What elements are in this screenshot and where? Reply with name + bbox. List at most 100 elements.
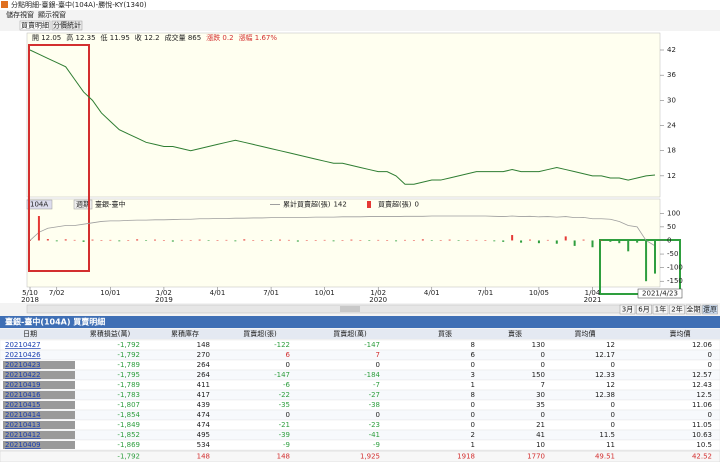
range-button[interactable] [652, 304, 669, 315]
cell: 1 [471, 381, 475, 389]
legend-value: 142 [333, 201, 346, 209]
menu-item[interactable]: 顯示視窗 [38, 10, 66, 19]
range-label[interactable]: 還原 [703, 305, 717, 314]
cell: 41 [536, 431, 545, 439]
net-bar [341, 240, 344, 241]
net-bar [386, 240, 389, 241]
net-bar [127, 240, 130, 241]
price-line [29, 49, 656, 185]
date-link[interactable]: 20210426 [5, 351, 41, 359]
date-link[interactable]: 20210416 [5, 391, 41, 399]
range-button[interactable] [669, 304, 685, 315]
date-link[interactable]: 20210413 [5, 421, 41, 429]
cell: -21 [279, 421, 290, 429]
cell: 0 [541, 351, 545, 359]
broker-code[interactable]: 104A [30, 201, 48, 209]
table-title-bar [0, 316, 720, 328]
x-year-label: 2018 [21, 296, 39, 304]
period-button[interactable] [73, 199, 93, 210]
date-link[interactable]: 20210427 [5, 341, 41, 349]
net-bar [564, 236, 567, 241]
date-cell-bg [3, 361, 75, 369]
net-bar [118, 240, 121, 242]
date-link[interactable]: 20210423 [5, 361, 41, 369]
tab-active[interactable] [19, 20, 51, 31]
tab[interactable] [51, 20, 83, 31]
x-tick-label: 1/02 [370, 289, 386, 297]
x-tick-label: 7/02 [49, 289, 65, 297]
range-label[interactable]: 3月 [622, 306, 633, 314]
cell: 417 [197, 391, 210, 399]
cell: 0 [286, 361, 290, 369]
net-bar [332, 240, 335, 242]
cell: 12 [606, 341, 615, 349]
cell: -147 [364, 341, 380, 349]
range-button[interactable] [636, 304, 652, 315]
cell: 0 [376, 411, 380, 419]
scroll-thumb[interactable] [340, 306, 360, 312]
x-tick-label: 10/05 [529, 289, 549, 297]
net-bar [368, 240, 371, 242]
x-year-label: 2019 [155, 296, 173, 304]
cumulative-line [29, 215, 656, 247]
tab-label[interactable]: 買賣明細 [21, 21, 49, 30]
date-link[interactable]: 20210412 [5, 431, 41, 439]
date-link[interactable]: 20210415 [5, 401, 41, 409]
cell: 12.06 [692, 341, 713, 349]
net-bar [618, 240, 621, 244]
x-tick-label: 1/04 [585, 289, 601, 297]
cell: 11.06 [692, 401, 713, 409]
column-header: 日期 [23, 330, 37, 338]
net-bar [162, 240, 165, 241]
net-bar [198, 239, 201, 241]
date-link[interactable]: 20210419 [5, 381, 41, 389]
date-cell-bg [3, 371, 75, 379]
date-cell-bg [3, 431, 75, 439]
price-panel [26, 32, 661, 198]
cell: -23 [369, 421, 380, 429]
cell: 12.57 [692, 371, 712, 379]
range-label[interactable]: 6月 [638, 306, 649, 314]
net-bar [439, 240, 442, 241]
row-bg [0, 439, 720, 451]
cell: -41 [369, 431, 380, 439]
range-label[interactable]: 全期 [687, 305, 701, 314]
net-bar [216, 240, 219, 241]
cell: 270 [197, 351, 210, 359]
cell: 2 [471, 431, 475, 439]
cell: 264 [197, 371, 211, 379]
date-link[interactable]: 20210422 [5, 371, 41, 379]
legend-value: 0 [414, 201, 418, 209]
range-button[interactable] [685, 304, 702, 315]
net-bar [154, 239, 156, 241]
net-bar [377, 239, 380, 241]
tab-label[interactable]: 分價統計 [53, 21, 81, 30]
net-bar [225, 239, 228, 241]
cell: -39 [279, 431, 290, 439]
range-button[interactable] [702, 304, 718, 315]
date-cell-bg [3, 421, 75, 429]
net-bar [189, 240, 192, 241]
cell: 264 [197, 361, 211, 369]
date-link[interactable]: 20210409 [5, 441, 41, 449]
range-label[interactable]: 2年 [671, 305, 682, 314]
cell: 12.43 [692, 381, 712, 389]
column-header: 買張 [438, 330, 452, 338]
menu-item[interactable]: 儲存視窗 [6, 10, 34, 19]
net-bar [359, 240, 362, 241]
table-footer [0, 450, 720, 462]
cell: 12.33 [595, 371, 615, 379]
range-button[interactable] [619, 304, 636, 315]
period-label[interactable]: 週期 [76, 200, 90, 209]
cell: 8 [471, 341, 475, 349]
net-bar [457, 240, 460, 242]
y-tick-label: 50 [667, 223, 676, 231]
net-bar [421, 239, 424, 241]
table-title: 臺銀-臺中(104A) 買賣明細 [5, 317, 105, 327]
broker-select[interactable] [26, 199, 53, 210]
cell: -1,852 [117, 431, 140, 439]
date-link[interactable]: 20210414 [5, 411, 41, 419]
cell: -9 [283, 441, 290, 449]
range-label[interactable]: 1年 [655, 305, 666, 314]
cell: -1,792 [117, 341, 140, 349]
